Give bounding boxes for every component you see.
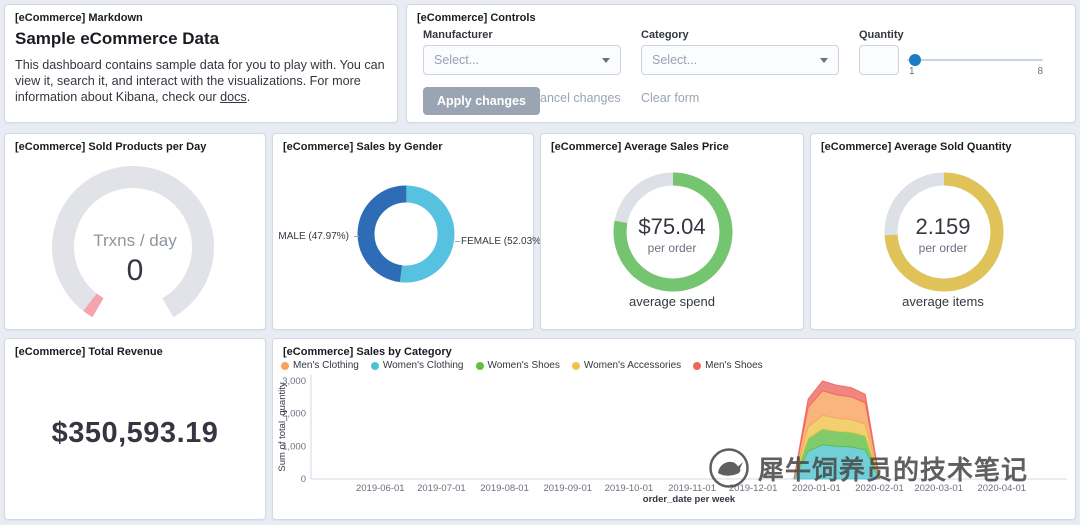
panel-sales-by-gender: [eCommerce] Sales by Gender MALE (47.97%…	[272, 133, 544, 330]
svg-text:Sum of total_quantity: Sum of total_quantity	[277, 382, 288, 471]
female-slice-label: FEMALE (52.03%)	[461, 236, 545, 247]
panel-total-revenue: [eCommerce] Total Revenue $350,593.19	[4, 338, 266, 520]
gauge-metric-label: Trxns / day	[93, 231, 177, 250]
panel-title-average-sales-price: [eCommerce] Average Sales Price	[551, 141, 729, 153]
clear-form-button[interactable]: Clear form	[641, 91, 700, 105]
legend-item-mens-clothing[interactable]: Men's Clothing	[281, 360, 359, 371]
legend-dot	[475, 361, 484, 370]
svg-text:2019-10-01: 2019-10-01	[605, 483, 654, 494]
male-label-line	[354, 236, 359, 237]
goal-caption: average items	[902, 294, 984, 309]
panel-sold-products-per-day: [eCommerce] Sold Products per Day Trxns …	[4, 133, 266, 330]
panel-title-sold-products: [eCommerce] Sold Products per Day	[15, 141, 207, 153]
markdown-text: This dashboard contains sample data for …	[15, 58, 385, 105]
panel-title-average-sold-quantity: [eCommerce] Average Sold Quantity	[821, 141, 1012, 153]
female-label-line	[455, 241, 460, 242]
legend-dot	[281, 361, 289, 370]
total-revenue-value: $350,593.19	[51, 417, 219, 449]
legend-label: Women's Shoes	[487, 360, 560, 371]
goal-metric-unit: per order	[918, 241, 968, 255]
panel-average-sold-quantity: [eCommerce] Average Sold Quantity 2.159 …	[810, 133, 1076, 330]
svg-text:0: 0	[301, 474, 306, 485]
gauge-chart[interactable]	[5, 152, 267, 330]
svg-text:2019-07-01: 2019-07-01	[417, 483, 466, 494]
panel-average-sales-price: [eCommerce] Average Sales Price $75.04 p…	[540, 133, 804, 330]
panel-title-total-revenue: [eCommerce] Total Revenue	[15, 346, 163, 358]
slider-min-label: 1	[909, 66, 915, 77]
rhino-logo-icon	[709, 448, 749, 488]
gauge-metric-value: 0	[126, 254, 144, 287]
legend-dot	[571, 361, 580, 370]
goal-metric: 2.159 per order	[811, 214, 1075, 255]
legend-item-womens-clothing[interactable]: Women's Clothing	[370, 360, 464, 371]
slider-handle[interactable]	[909, 54, 921, 66]
panel-title-markdown: [eCommerce] Markdown	[15, 12, 143, 24]
manufacturer-label: Manufacturer	[423, 29, 493, 41]
watermark-text: 犀牛饲养员的技术笔记	[758, 454, 1029, 485]
markdown-body: This dashboard contains sample data for …	[15, 57, 391, 105]
goal-caption: average spend	[628, 294, 715, 309]
panel-controls: [eCommerce] Controls Manufacturer Select…	[406, 4, 1076, 123]
legend-item-womens-accessories[interactable]: Women's Accessories	[571, 360, 682, 371]
goal-chart[interactable]	[811, 152, 1077, 312]
svg-text:order_date per week: order_date per week	[643, 494, 736, 505]
legend-item-womens-shoes[interactable]: Women's Shoes	[475, 360, 560, 371]
chart-legend: Men's Clothing Women's Clothing Women's …	[281, 360, 763, 371]
goal-metric-unit: per order	[647, 241, 697, 255]
svg-text:2019-09-01: 2019-09-01	[543, 483, 592, 494]
goal-chart[interactable]	[541, 152, 805, 312]
panel-markdown: [eCommerce] Markdown Sample eCommerce Da…	[4, 4, 398, 123]
apply-changes-button[interactable]: Apply changes	[423, 87, 540, 115]
goal-metric: $75.04 per order	[541, 214, 803, 255]
legend-label: Men's Clothing	[293, 360, 359, 371]
svg-text:2019-06-01: 2019-06-01	[356, 483, 405, 494]
quantity-label: Quantity	[859, 29, 904, 41]
donut-chart[interactable]	[273, 152, 535, 330]
area-chart[interactable]: 0 1,000 2,000 3,000 2019-06-01 2019-07-01 2019…	[273, 339, 1075, 519]
svg-text:3,000: 3,000	[282, 376, 306, 387]
svg-text:2019-08-01: 2019-08-01	[480, 483, 529, 494]
docs-link[interactable]: docs	[220, 90, 247, 105]
panel-title-controls: [eCommerce] Controls	[417, 12, 536, 24]
legend-label: Women's Accessories	[583, 360, 682, 371]
manufacturer-select[interactable]: Select...	[423, 45, 621, 75]
svg-text:2020-04-01: 2020-04-01	[977, 483, 1026, 494]
panel-title-sales-by-gender: [eCommerce] Sales by Gender	[283, 141, 443, 153]
markdown-text-after: .	[246, 90, 251, 105]
panel-title-sales-by-category: [eCommerce] Sales by Category	[283, 346, 452, 358]
goal-metric-value: $75.04	[638, 214, 706, 239]
watermark: 犀牛饲养员的技术笔记	[708, 447, 1028, 489]
slider-track[interactable]	[907, 59, 1043, 61]
legend-label: Women's Clothing	[382, 360, 464, 371]
legend-dot	[370, 361, 379, 370]
svg-text:2020-02-01: 2020-02-01	[855, 483, 904, 494]
manufacturer-select-placeholder: Select...	[434, 53, 480, 67]
markdown-heading: Sample eCommerce Data	[15, 29, 220, 48]
svg-text:2020-03-01: 2020-03-01	[914, 483, 963, 494]
svg-text:2,000: 2,000	[282, 409, 306, 420]
category-select-placeholder: Select...	[652, 53, 698, 67]
cancel-changes-button[interactable]: Cancel changes	[531, 91, 621, 105]
svg-text:2020-01-01: 2020-01-01	[792, 483, 841, 494]
legend-label: Men's Shoes	[705, 360, 763, 371]
quantity-input[interactable]	[859, 45, 899, 75]
quantity-slider[interactable]: 1 8	[907, 45, 1043, 79]
category-label: Category	[641, 29, 689, 41]
chevron-down-icon	[602, 57, 610, 63]
gauge-metric: Trxns / day 0	[5, 231, 265, 288]
goal-metric-value: 2.159	[915, 214, 971, 239]
svg-text:1,000: 1,000	[282, 441, 306, 452]
svg-text:2019-12-01: 2019-12-01	[729, 483, 778, 494]
male-slice-label: MALE (47.97%)	[278, 231, 349, 242]
legend-dot	[693, 361, 702, 370]
legend-item-mens-shoes[interactable]: Men's Shoes	[693, 360, 763, 371]
panel-sales-by-category: [eCommerce] Sales by Category Men's Clot…	[272, 338, 1076, 520]
chevron-down-icon	[820, 57, 828, 63]
category-select[interactable]: Select...	[641, 45, 839, 75]
svg-text:2019-11-01: 2019-11-01	[668, 483, 716, 494]
slider-max-label: 8	[1037, 66, 1043, 77]
